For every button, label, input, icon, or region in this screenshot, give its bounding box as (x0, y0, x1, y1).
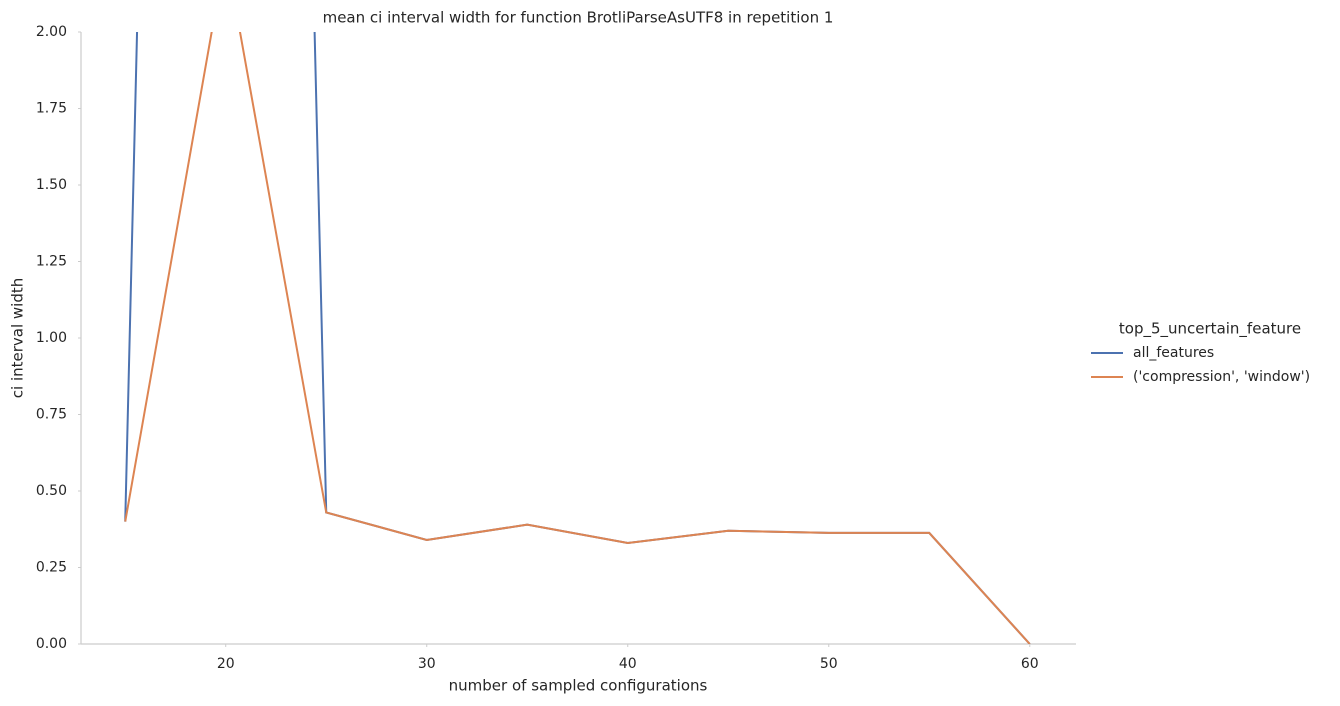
x-tick-label: 30 (418, 656, 436, 672)
x-tick-label: 50 (820, 656, 838, 672)
y-tick-label: 0.25 (36, 560, 67, 576)
legend-label: all_features (1133, 345, 1214, 361)
y-tick-label: 1.25 (36, 254, 67, 270)
y-tick-label: 1.75 (36, 101, 67, 117)
plot-area (124, 32, 1031, 644)
y-tick-label: 0.00 (36, 636, 67, 652)
y-tick-label: 1.00 (36, 330, 67, 346)
series-line (124, 32, 1031, 644)
y-tick-label: 1.50 (36, 177, 67, 193)
y-axis-label: ci interval width (9, 278, 27, 398)
x-tick-label: 40 (619, 656, 637, 672)
series-line (124, 32, 1031, 644)
x-tick-label: 60 (1021, 656, 1039, 672)
chart-title: mean ci interval width for function Brot… (323, 9, 834, 27)
legend-label: ('compression', 'window') (1133, 369, 1310, 385)
y-tick-label: 0.50 (36, 483, 67, 499)
legend-title: top_5_uncertain_feature (1119, 320, 1301, 339)
y-tick-label: 2.00 (36, 24, 67, 40)
x-axis-label: number of sampled configurations (449, 677, 708, 695)
y-tick-label: 0.75 (36, 407, 67, 423)
x-tick-label: 20 (217, 656, 235, 672)
